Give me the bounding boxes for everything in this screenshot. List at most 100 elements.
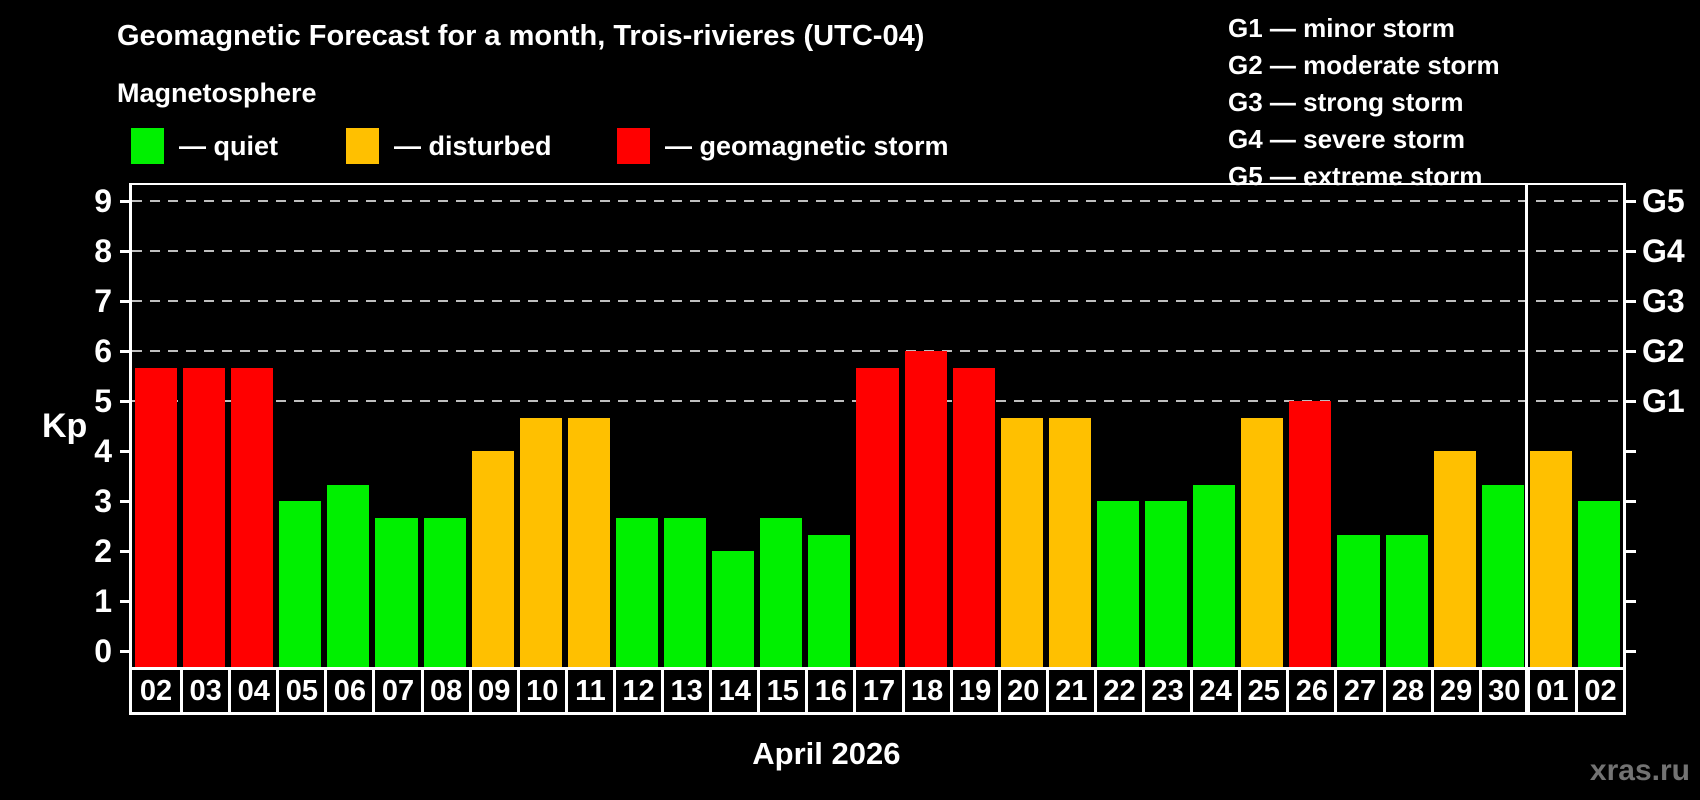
- day-label-11: 11: [564, 670, 613, 712]
- gridline-kp7: [132, 300, 1623, 302]
- y-axis-label-2: 2: [94, 533, 112, 569]
- legend-label-quiet: — quiet: [179, 130, 278, 161]
- g5-legend-line: G5 — extreme storm: [1228, 161, 1483, 191]
- bar-day-19: [952, 367, 995, 667]
- g-scale-legend: G1 — minor storm G2 — moderate storm G3 …: [1228, 10, 1500, 195]
- day-label-20: 20: [997, 670, 1046, 712]
- bar-day-02: [135, 367, 178, 667]
- day-label-04: 04: [228, 670, 276, 712]
- y-axis-line: [129, 183, 132, 669]
- chart-subtitle: Magnetosphere: [117, 78, 317, 108]
- y-axis-label-9: 9: [94, 183, 112, 219]
- y-axis-label-7: 7: [94, 283, 112, 319]
- x-axis-day-labels: 02 03 04 05 06 07 08 09 10 11 12 13 14 15 16 17 18 19 20 21…: [129, 667, 1626, 715]
- legend-item-disturbed: — disturbed: [346, 128, 552, 164]
- watermark: xras.ru: [1589, 754, 1690, 787]
- right-axis-tick-9: [1624, 199, 1636, 203]
- right-axis-label-G4: G4: [1642, 233, 1685, 269]
- bar-day-05: [279, 501, 322, 667]
- day-label-09: 09: [468, 670, 517, 712]
- day-label-26: 26: [1286, 670, 1334, 712]
- right-axis-label-G2: G2: [1642, 333, 1685, 369]
- right-axis-label-G3: G3: [1642, 283, 1685, 319]
- day-label-24: 24: [1190, 670, 1238, 712]
- bar-day-29: [1433, 451, 1476, 667]
- plot-top-border: [129, 183, 1626, 185]
- month-separator-line: [1525, 183, 1529, 715]
- bar-day-03: [183, 367, 226, 667]
- plot-area: [132, 183, 1623, 667]
- y-axis-title: Kp: [42, 407, 88, 445]
- day-label-13: 13: [661, 670, 709, 712]
- bar-day-22: [1096, 501, 1140, 667]
- day-label-28: 28: [1382, 670, 1431, 712]
- day-label-02: 02: [139, 674, 173, 707]
- legend-item-storm: — geomagnetic storm: [617, 128, 949, 164]
- y-axis-tick-7: [120, 299, 132, 303]
- y-axis-tick-4: [120, 449, 132, 453]
- right-axis-tick-5: [1624, 399, 1636, 403]
- bar-day-30: [1481, 484, 1524, 667]
- day-label-07: 07: [372, 670, 420, 712]
- bar-day-13: [664, 517, 707, 667]
- right-axis-tick-2: [1624, 549, 1636, 553]
- day-label-19: 19: [949, 670, 998, 712]
- right-axis-tick-1: [1624, 599, 1636, 603]
- bar-day-15: [760, 517, 803, 667]
- bar-day-06: [327, 484, 370, 667]
- bar-day-21: [1048, 417, 1091, 667]
- bar-day-04: [231, 367, 274, 667]
- bar-day-10: [519, 417, 562, 667]
- day-label-25: 25: [1238, 670, 1286, 712]
- day-label-01-next-month: 01: [1526, 670, 1575, 712]
- storm-color-swatch: [617, 128, 650, 164]
- y-axis-tick-6: [120, 349, 132, 353]
- right-axis-tick-8: [1624, 249, 1636, 253]
- day-label-03: 03: [180, 670, 228, 712]
- day-label-18: 18: [901, 670, 950, 712]
- bar-day-02: [1577, 501, 1620, 667]
- y-axis-label-4: 4: [94, 433, 112, 469]
- day-label-22: 22: [1093, 670, 1142, 712]
- bar-day-17: [856, 367, 899, 667]
- bar-day-20: [1000, 417, 1043, 667]
- day-label-08: 08: [420, 670, 469, 712]
- day-label-23: 23: [1142, 670, 1190, 712]
- bar-day-25: [1241, 417, 1284, 667]
- y-axis-label-1: 1: [94, 583, 112, 619]
- legend-label-disturbed: — disturbed: [394, 130, 552, 161]
- x-axis-title: April 2026: [752, 736, 901, 771]
- y-axis-label-6: 6: [94, 333, 112, 369]
- y-axis-label-5: 5: [94, 383, 112, 419]
- day-label-29: 29: [1430, 670, 1479, 712]
- bar-day-27: [1337, 534, 1380, 667]
- right-axis-tick-4: [1624, 449, 1636, 453]
- gridline-kp8: [132, 250, 1623, 252]
- day-label-17: 17: [853, 670, 901, 712]
- day-label-05: 05: [276, 670, 324, 712]
- quiet-color-swatch: [131, 128, 164, 164]
- day-label-16: 16: [805, 670, 853, 712]
- right-axis-label-G5: G5: [1642, 183, 1685, 219]
- disturbed-color-swatch: [346, 128, 379, 164]
- day-label-27: 27: [1334, 670, 1382, 712]
- right-axis-label-G1: G1: [1642, 383, 1685, 419]
- bar-day-09: [471, 451, 514, 667]
- g1-legend-line: G1 — minor storm: [1228, 13, 1455, 43]
- y-axis-label-3: 3: [94, 483, 112, 519]
- bar-day-14: [712, 551, 755, 667]
- day-label-02-next-month: 02: [1574, 670, 1623, 712]
- bar-day-08: [423, 517, 466, 667]
- right-axis-line: [1623, 183, 1626, 669]
- y-axis-tick-0: [120, 649, 132, 653]
- y-axis-label-0: 0: [94, 633, 112, 669]
- right-axis-tick-3: [1624, 499, 1636, 503]
- bar-day-07: [375, 517, 418, 667]
- y-axis-label-8: 8: [94, 233, 112, 269]
- gridline-kp9: [132, 200, 1623, 202]
- bar-day-28: [1385, 534, 1428, 667]
- y-axis-tick-2: [120, 549, 132, 553]
- bar-day-12: [615, 517, 659, 667]
- day-label-15: 15: [757, 670, 805, 712]
